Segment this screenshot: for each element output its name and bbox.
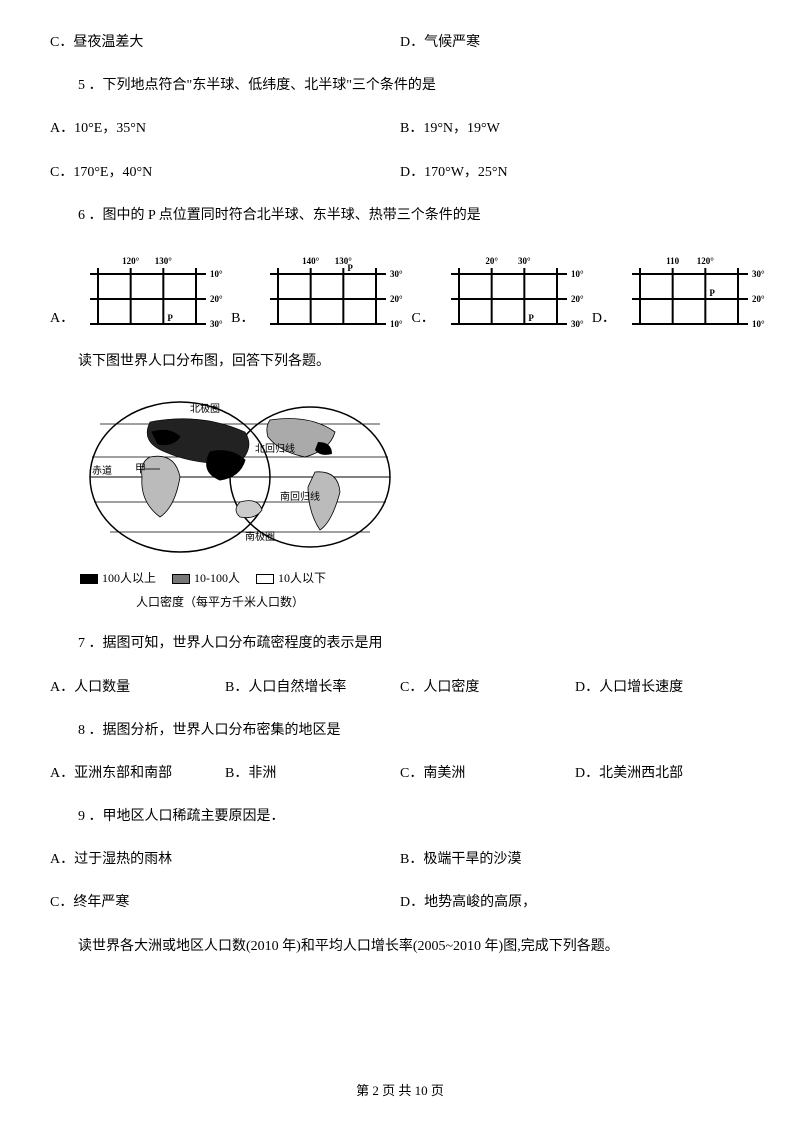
q6-label-d: D． [592, 306, 616, 331]
legend-100plus: 100人以上 [102, 568, 156, 590]
svg-text:P: P [167, 313, 173, 323]
q7-text: 7 ．据图可知，世界人口分布疏密程度的表示是用 [50, 631, 750, 656]
legend-10-100: 10-100人 [194, 568, 240, 590]
q6-grid-d: 110 120° 30° 20° 10° P [620, 246, 765, 331]
legend-density-label: 人口密度（每平方千米人口数） [80, 592, 360, 614]
svg-text:120°: 120° [122, 256, 139, 266]
world-map-section: 甲 北极圈北回归线赤道南回归线南极圈 100人以上 10-100人 10人以下 人… [80, 392, 750, 613]
q9-text: 9 ．甲地区人口稀疏主要原因是． [50, 804, 750, 829]
q6-grid-c: 20° 30° 10° 20° 30° P [439, 246, 584, 331]
svg-text:30°: 30° [390, 269, 403, 279]
map-legend-row1: 100人以上 10-100人 10人以下 [80, 568, 750, 590]
q9-option-c: C．终年严寒 [50, 890, 400, 915]
svg-text:30°: 30° [518, 256, 531, 266]
world-map: 甲 北极圈北回归线赤道南回归线南极圈 [80, 392, 400, 562]
svg-text:20°: 20° [390, 294, 403, 304]
q4-option-d: D．气候严寒 [400, 30, 750, 55]
q9-option-a: A．过于湿热的雨林 [50, 847, 400, 872]
svg-text:10°: 10° [390, 319, 403, 329]
svg-text:南回归线: 南回归线 [280, 490, 320, 503]
q8-text: 8 ．据图分析，世界人口分布密集的地区是 [50, 718, 750, 743]
svg-text:北回归线: 北回归线 [255, 442, 295, 455]
svg-text:P: P [348, 263, 354, 273]
legend-box-dark [80, 574, 98, 584]
q5-option-b: B．19°N，19°W [400, 116, 750, 141]
svg-text:30°: 30° [752, 269, 765, 279]
q7-option-d: D．人口增长速度 [575, 675, 750, 700]
legend-box-light [256, 574, 274, 584]
q8-option-d: D．北美洲西北部 [575, 761, 750, 786]
q6-label-c: C． [411, 306, 434, 331]
svg-text:10°: 10° [210, 269, 223, 279]
q6-grid-c-wrap: C． 20° 30° 10° 20° 30° P [411, 246, 583, 331]
q6-label-a: A． [50, 306, 74, 331]
legend-box-mid [172, 574, 190, 584]
svg-text:30°: 30° [571, 319, 584, 329]
legend-10below: 10人以下 [278, 568, 326, 590]
svg-text:120°: 120° [697, 256, 715, 266]
svg-text:北极圈: 北极圈 [190, 402, 220, 415]
map-legend: 100人以上 10-100人 10人以下 人口密度（每平方千米人口数） [80, 568, 750, 613]
q8-option-c: C．南美洲 [400, 761, 575, 786]
svg-text:20°: 20° [210, 294, 223, 304]
svg-text:10°: 10° [571, 269, 584, 279]
q5-option-a: A．10°E，35°N [50, 116, 400, 141]
q6-grid-a: 120° 130° 10° 20° 30° P [78, 246, 223, 331]
svg-text:20°: 20° [752, 294, 765, 304]
q5-options-cd: C．170°E，40°N D．170°W，25°N [50, 160, 750, 185]
q7-option-b: B．人口自然增长率 [225, 675, 400, 700]
q7-options: A．人口数量 B．人口自然增长率 C．人口密度 D．人口增长速度 [50, 675, 750, 700]
svg-text:赤道: 赤道 [92, 464, 112, 477]
q4-option-c: C．昼夜温差大 [50, 30, 400, 55]
svg-text:20°: 20° [571, 294, 584, 304]
q5-option-d: D．170°W，25°N [400, 160, 750, 185]
q6-label-b: B． [231, 306, 254, 331]
q9-option-b: B．极端干旱的沙漠 [400, 847, 750, 872]
svg-text:130°: 130° [155, 256, 173, 266]
svg-text:20°: 20° [485, 256, 498, 266]
page-footer: 第 2 页 共 10 页 [50, 1079, 750, 1102]
svg-text:30°: 30° [210, 319, 223, 329]
q9-options-cd: C．终年严寒 D．地势高峻的高原， [50, 890, 750, 915]
svg-text:110: 110 [666, 256, 680, 266]
svg-text:140°: 140° [303, 256, 321, 266]
q5-option-c: C．170°E，40°N [50, 160, 400, 185]
q10-intro: 读世界各大洲或地区人口数(2010 年)和平均人口增长率(2005~2010 年… [50, 934, 750, 959]
svg-text:甲: 甲 [135, 463, 146, 475]
q6-grid-a-wrap: A． 120° 130° 10° 20° 30° P [50, 246, 223, 331]
q9-option-d: D．地势高峻的高原， [400, 890, 750, 915]
q5-options-ab: A．10°E，35°N B．19°N，19°W [50, 116, 750, 141]
q8-option-a: A．亚洲东部和南部 [50, 761, 225, 786]
q6-text: 6 ．图中的 P 点位置同时符合北半球、东半球、热带三个条件的是 [50, 203, 750, 228]
q5-text: 5 ．下列地点符合"东半球、低纬度、北半球"三个条件的是 [50, 73, 750, 98]
q7-option-a: A．人口数量 [50, 675, 225, 700]
map-intro: 读下图世界人口分布图，回答下列各题。 [50, 349, 750, 374]
svg-text:P: P [709, 288, 715, 298]
q9-options-ab: A．过于湿热的雨林 B．极端干旱的沙漠 [50, 847, 750, 872]
svg-text:10°: 10° [752, 319, 765, 329]
q6-grid-b-wrap: B． 140°130°30°20°10°P [231, 246, 403, 331]
q7-option-c: C．人口密度 [400, 675, 575, 700]
svg-text:南极圈: 南极圈 [245, 530, 275, 543]
q8-option-b: B．非洲 [225, 761, 400, 786]
svg-text:P: P [528, 313, 534, 323]
q6-grid-d-wrap: D． 110 120° 30° 20° 10° P [592, 246, 765, 331]
q6-grid-b: 140°130°30°20°10°P [258, 246, 403, 331]
q4-options-row: C．昼夜温差大 D．气候严寒 [50, 30, 750, 55]
q6-grids-row: A． 120°130°10°20°30°P B． 140°130°30°20°1… [50, 246, 750, 331]
q8-options: A．亚洲东部和南部 B．非洲 C．南美洲 D．北美洲西北部 [50, 761, 750, 786]
